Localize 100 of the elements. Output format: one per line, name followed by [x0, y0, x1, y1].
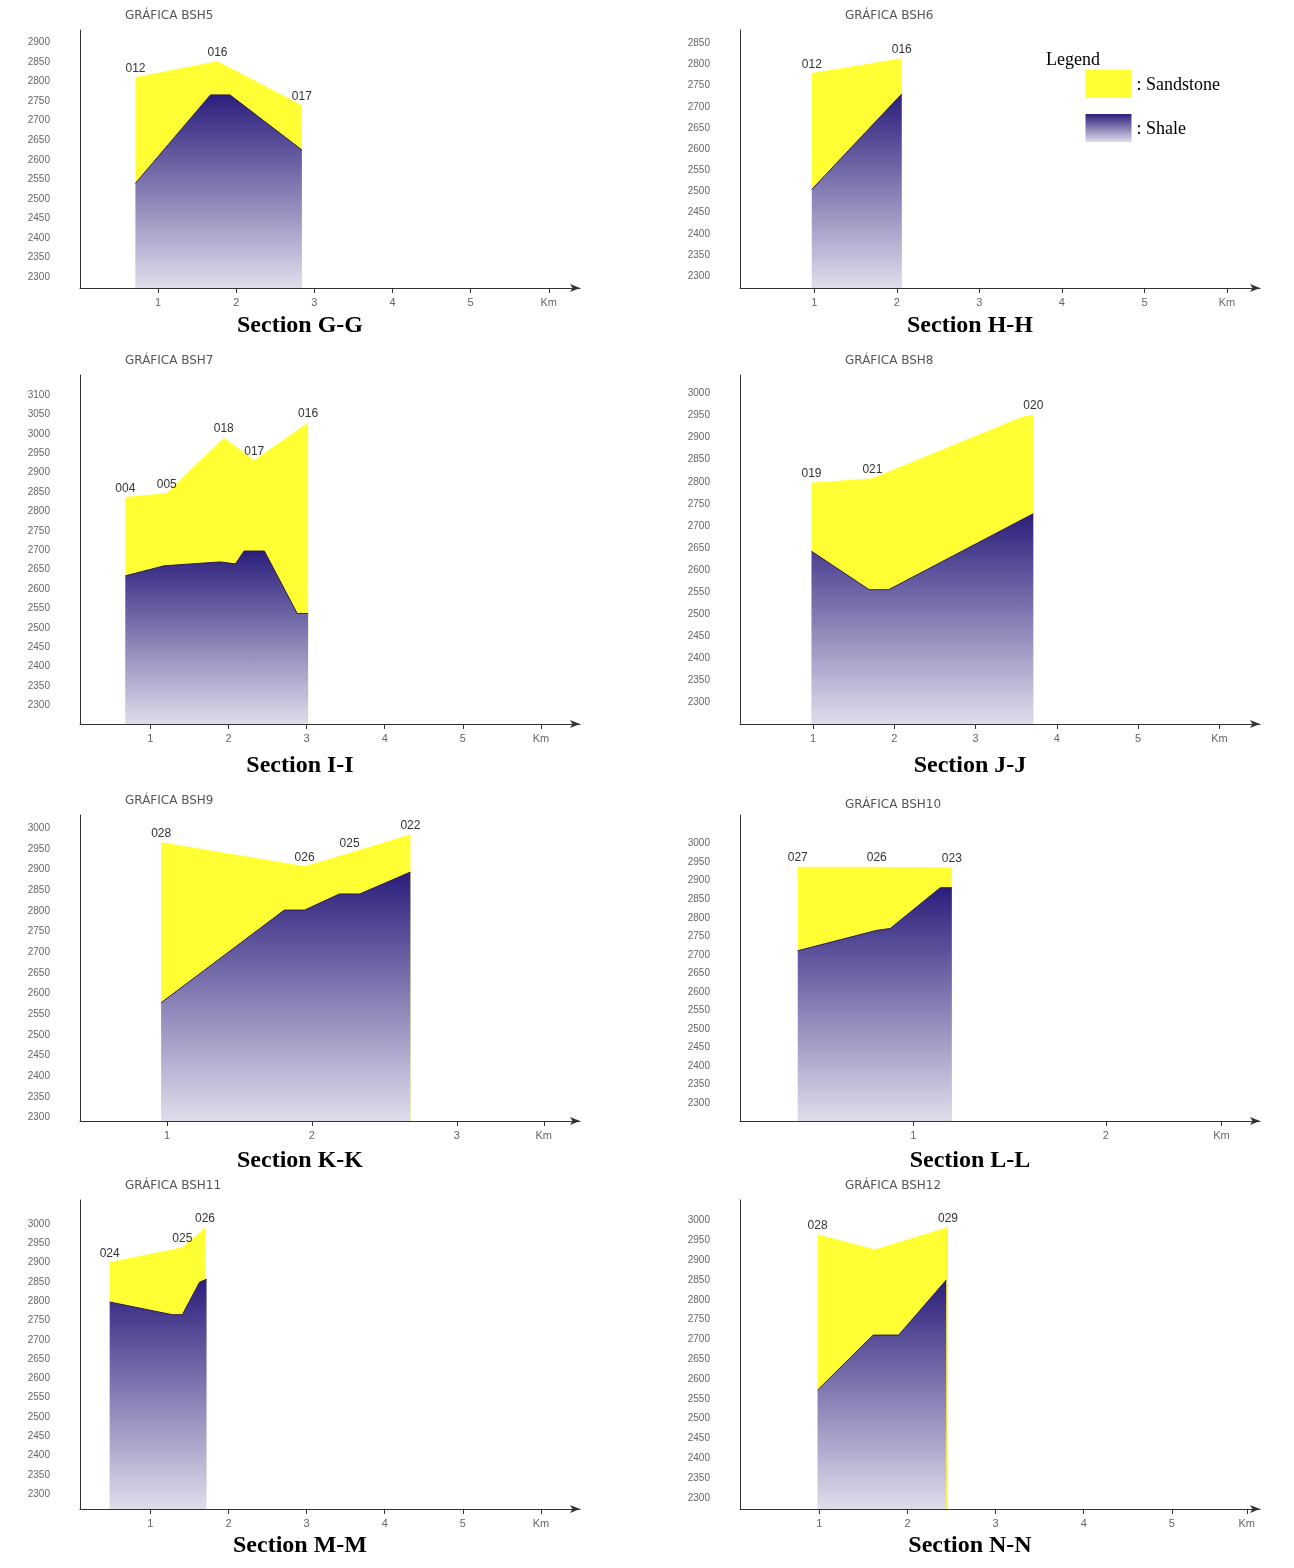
y-tick-label: 2950: [687, 409, 711, 421]
chart-title: GRÁFICA BSH10: [845, 796, 942, 811]
y-tick-label: 3000: [687, 837, 711, 849]
x-tick-label: 3: [303, 731, 310, 744]
y-tick-label: 2750: [27, 94, 51, 106]
y-tick-label: 2700: [27, 1333, 51, 1345]
x-tick-label: Km: [535, 1128, 553, 1141]
annotation: 027: [787, 850, 809, 865]
y-tick-label: 2400: [27, 660, 51, 672]
x-tick-label: 2: [225, 1516, 232, 1529]
legend-label: : Sandstone: [1136, 74, 1221, 94]
chart-title: GRÁFICA BSH7: [125, 352, 214, 367]
legend-label: : Shale: [1136, 118, 1187, 138]
y-tick-label: 2700: [27, 544, 51, 555]
annotation: 018: [213, 421, 235, 436]
y-tick-label: 2400: [27, 1449, 51, 1461]
y-tick-label: 2800: [27, 505, 51, 517]
annotation: 026: [194, 1211, 216, 1226]
x-tick-label: 4: [381, 1516, 388, 1529]
text: Section H-H: [907, 311, 1034, 337]
y-tick-label: 2300: [687, 1491, 711, 1503]
annotation: 026: [294, 849, 315, 864]
legend-title: Legend: [1046, 49, 1101, 69]
y-tick-label: 2350: [27, 679, 51, 691]
y-tick-label: 2600: [27, 153, 51, 165]
y-tick-label: 2450: [27, 640, 51, 652]
y-tick-label: 2450: [27, 212, 51, 224]
x-tick-label: Km: [1218, 295, 1236, 308]
y-tick-label: 2400: [27, 231, 51, 243]
y-tick-label: 2900: [687, 874, 711, 886]
y-tick-label: 2350: [27, 251, 51, 263]
y-tick-label: 2300: [687, 696, 711, 708]
y-tick-label: 2350: [687, 674, 711, 686]
x-tick-label: 5: [459, 1516, 466, 1529]
y-tick-label: 2400: [687, 652, 711, 664]
y-tick-label: 2700: [27, 114, 51, 126]
y-tick-label: 3000: [27, 821, 51, 833]
chart-title: GRÁFICA BSH9: [125, 792, 214, 807]
x-tick-label: 5: [1168, 1516, 1175, 1529]
y-tick-label: 2900: [27, 1256, 51, 1268]
y-tick-label: 2600: [687, 142, 711, 154]
annotation: 019: [801, 466, 822, 481]
x-tick-label: 5: [467, 295, 474, 308]
x-tick-label: 5: [1135, 731, 1142, 744]
y-tick-label: 2500: [687, 185, 711, 197]
y-tick-label: 2650: [27, 966, 51, 978]
text: Section M-M: [233, 1531, 367, 1557]
y-tick-label: 2300: [27, 699, 51, 711]
y-tick-label: 3000: [687, 387, 711, 399]
annotation: 017: [291, 88, 313, 103]
x-tick-label: 2: [308, 1128, 315, 1141]
annotation: 028: [807, 1217, 828, 1232]
y-tick-label: 2500: [27, 621, 51, 633]
y-tick-label: 2850: [27, 55, 51, 67]
y-tick-label: 2700: [687, 100, 711, 112]
y-tick-label: 2550: [27, 602, 51, 614]
y-tick-label: 3100: [27, 388, 51, 400]
x-tick-label: 2: [233, 295, 240, 308]
y-tick-label: 2800: [27, 75, 51, 87]
y-tick-label: 2550: [687, 1004, 711, 1016]
y-tick-label: 3000: [687, 1214, 711, 1226]
y-tick-label: 2300: [687, 269, 711, 281]
x-tick-label: 4: [1053, 731, 1060, 744]
annotation: 017: [244, 443, 265, 458]
y-tick-label: 2450: [27, 1430, 51, 1442]
y-tick-label: 2500: [27, 1028, 51, 1040]
y-tick-label: 2300: [27, 1111, 51, 1123]
x-tick-label: 5: [459, 731, 466, 744]
text: Section N-N: [908, 1531, 1033, 1557]
y-tick-label: 2550: [27, 1007, 51, 1019]
x-tick-label: 3: [972, 731, 979, 744]
chart-title: GRÁFICA BSH6: [845, 7, 934, 22]
y-tick-label: 2750: [687, 930, 711, 942]
y-tick-label: 2350: [687, 1078, 711, 1090]
y-tick-label: 2650: [27, 1352, 51, 1364]
annotation: 004: [115, 480, 136, 495]
y-tick-label: 2700: [687, 1333, 711, 1345]
y-tick-label: 2650: [687, 541, 711, 553]
y-tick-label: 2600: [27, 1372, 51, 1384]
x-tick-label: 1: [147, 1516, 154, 1529]
y-tick-label: 2450: [687, 1041, 711, 1053]
y-tick-label: 2700: [687, 519, 711, 531]
x-tick-label: 2: [225, 731, 232, 744]
y-tick-label: 2900: [687, 1253, 711, 1265]
y-tick-label: 2850: [27, 485, 51, 497]
y-tick-label: 2450: [687, 206, 711, 218]
y-tick-label: 2400: [687, 1452, 711, 1463]
y-tick-label: 2600: [687, 563, 711, 575]
y-tick-label: 2700: [687, 948, 711, 960]
y-tick-label: 2450: [687, 630, 711, 642]
x-tick-label: Km: [532, 731, 550, 744]
x-tick-label: 2: [904, 1516, 911, 1529]
y-tick-label: 2850: [687, 453, 711, 465]
y-tick-label: 2950: [27, 447, 51, 459]
y-tick-label: 2600: [687, 1372, 711, 1384]
y-tick-label: 2800: [687, 911, 711, 923]
x-tick-label: 1: [910, 1128, 917, 1141]
y-tick-label: 2650: [687, 121, 711, 133]
x-tick-label: 1: [163, 1128, 171, 1141]
x-tick-label: 2: [1102, 1128, 1109, 1141]
